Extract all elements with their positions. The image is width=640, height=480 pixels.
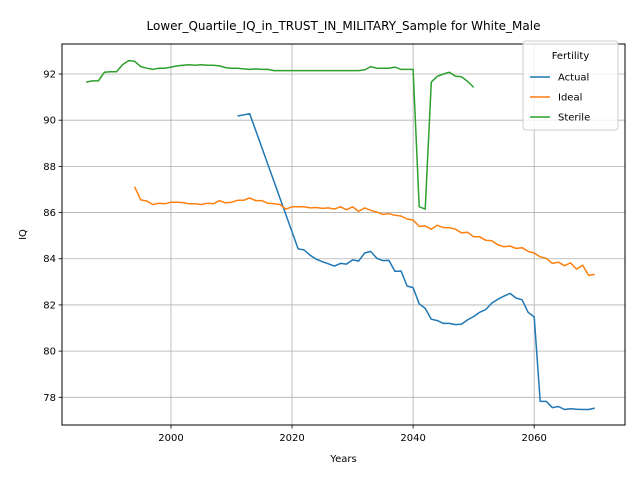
series-line-ideal: [133, 186, 595, 277]
x-tick-label: 2040: [400, 433, 425, 444]
legend-label-sterile: Sterile: [558, 113, 590, 124]
series-line-sterile: [86, 59, 475, 210]
x-tick-label: 2000: [158, 433, 183, 444]
y-tick-label: 86: [43, 208, 56, 219]
y-tick-label: 92: [43, 70, 56, 81]
legend-label-actual: Actual: [558, 73, 589, 84]
ticks: 2000 2020 2040 2060 78 80 82 84 86 88 90 92: [43, 70, 547, 444]
x-axis-label: Years: [329, 454, 356, 465]
legend-label-ideal: Ideal: [558, 93, 582, 104]
legend: Fertility Actual Ideal Sterile: [522, 40, 619, 131]
legend-title: Fertility: [552, 51, 590, 62]
series-layer: [86, 59, 595, 411]
x-tick-label: 2060: [521, 433, 546, 444]
plot-frame: [61, 43, 626, 426]
y-tick-label: 90: [43, 116, 56, 127]
y-tick-label: 80: [43, 347, 56, 358]
series-line-actual: [237, 112, 595, 411]
y-tick-label: 82: [43, 300, 56, 311]
y-axis-label: IQ: [18, 229, 29, 240]
x-tick-label: 2020: [279, 433, 304, 444]
y-tick-label: 84: [43, 254, 56, 265]
y-tick-label: 78: [43, 393, 56, 404]
legend-box: [522, 40, 619, 131]
y-tick-label: 88: [43, 162, 56, 173]
chart-title: Lower_Quartile_IQ_in_TRUST_IN_MILITARY_S…: [147, 19, 541, 33]
